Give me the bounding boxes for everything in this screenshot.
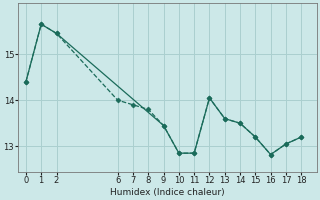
X-axis label: Humidex (Indice chaleur): Humidex (Indice chaleur) [110,188,225,197]
